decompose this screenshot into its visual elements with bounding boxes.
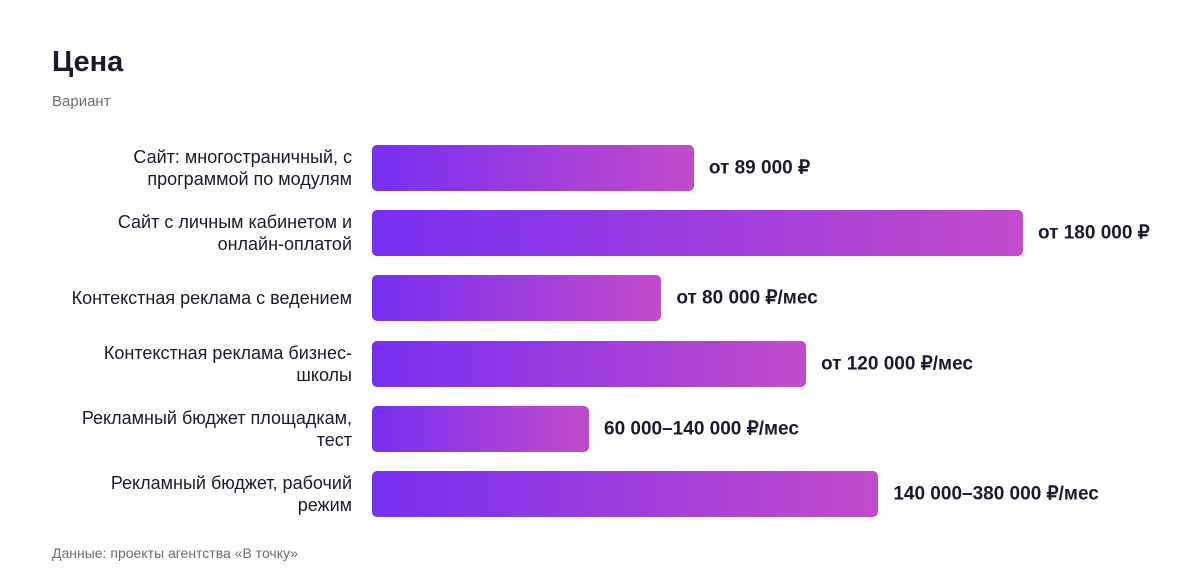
source-note: Данные: проекты агентства «В точку» — [52, 545, 298, 561]
value-label: от 89 000 ₽ — [708, 157, 811, 179]
bar — [372, 405, 589, 452]
value-label: 140 000–380 000 ₽/мес — [893, 483, 1099, 505]
category-label: Контекстная реклама бизнес-школы — [103, 342, 352, 385]
bar — [372, 275, 662, 322]
category-label: Сайт: многостраничный, с программой по м… — [133, 147, 352, 189]
value-label: 60 000–140 000 ₽/мес — [604, 418, 799, 440]
bar — [372, 145, 694, 191]
category-label: Сайт с личным кабинетом и онлайн-оплатой — [117, 212, 352, 255]
chart-title: Цена — [52, 46, 124, 78]
bar — [372, 340, 806, 387]
category-label: Рекламный бюджет, рабочий режим — [110, 473, 352, 515]
bar — [372, 471, 879, 517]
chart-subtitle: Вариант — [52, 93, 111, 110]
bar — [372, 210, 1023, 257]
category-label: Рекламный бюджет площадкам, тест — [81, 407, 352, 450]
value-label: от 80 000 ₽/мес — [676, 287, 818, 309]
category-label: Контекстная реклама с ведением — [71, 288, 352, 309]
value-label: от 120 000 ₽/мес — [821, 353, 973, 375]
value-label: от 180 000 ₽ — [1038, 222, 1150, 244]
